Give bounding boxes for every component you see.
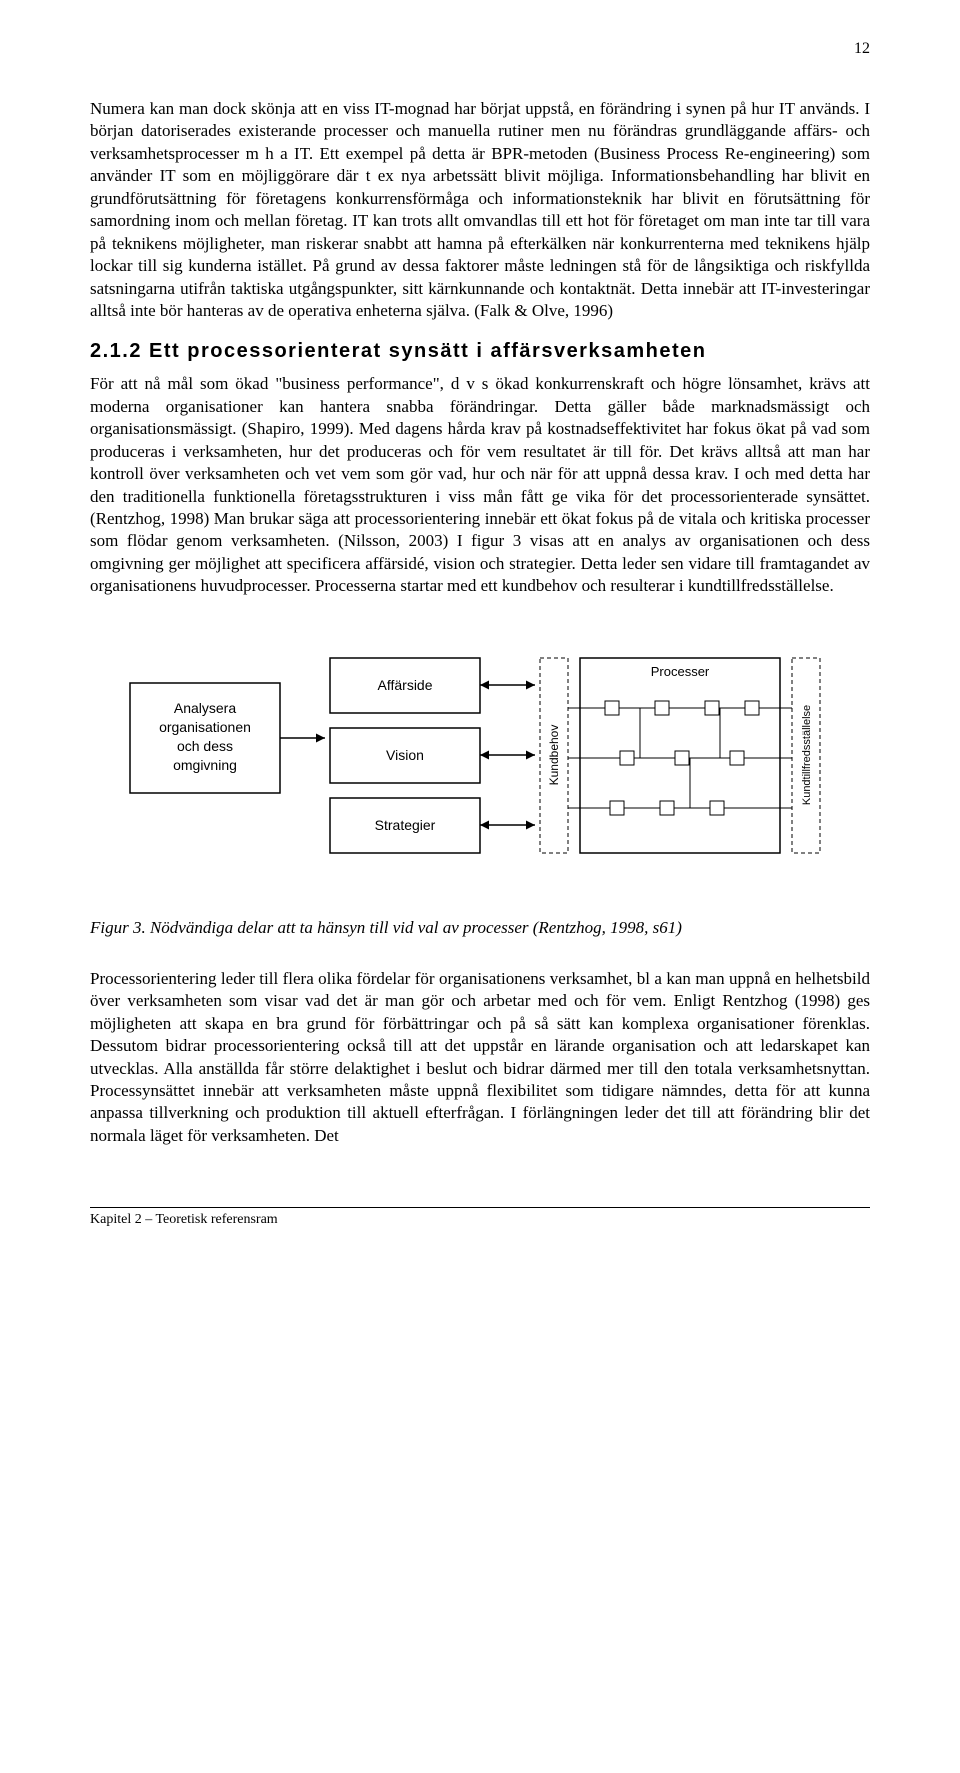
page-number: 12 (90, 40, 870, 58)
paragraph-2: För att nå mål som ökad "business perfor… (90, 373, 870, 597)
paragraph-1: Numera kan man dock skönja att en viss I… (90, 98, 870, 322)
diagram-processer-title: Processer (651, 664, 710, 679)
diagram-box1-line2: organisationen (159, 719, 251, 735)
process-diagram: Analysera organisationen och dess omgivn… (90, 628, 870, 898)
diagram-box1-line1: Analysera (174, 700, 236, 716)
footer: Kapitel 2 – Teoretisk referensram (90, 1207, 870, 1228)
figure-caption: Figur 3. Nödvändiga delar att ta hänsyn … (90, 918, 870, 938)
diagram-box1-line3: och dess (177, 738, 233, 754)
diagram-box2a: Affärside (378, 677, 433, 693)
section-heading: 2.1.2 Ett processorienterat synsätt i af… (90, 340, 870, 363)
diagram-kundtillfred: Kundtillfredsställelse (801, 705, 813, 805)
diagram-box2b: Vision (386, 747, 424, 763)
paragraph-3: Processorientering leder till flera olik… (90, 968, 870, 1148)
diagram-box2c: Strategier (375, 817, 436, 833)
diagram-box1-line4: omgivning (173, 757, 237, 773)
diagram-kundbehov: Kundbehov (547, 724, 561, 785)
